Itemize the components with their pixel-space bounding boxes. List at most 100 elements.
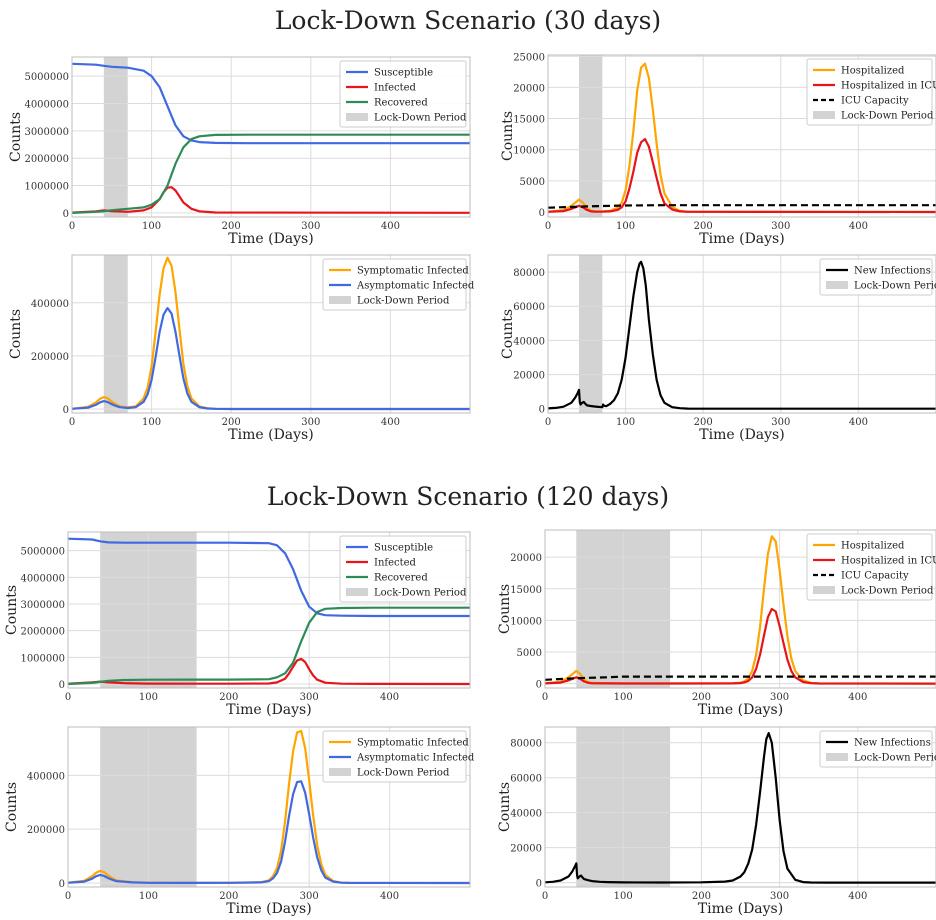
x-tick-label: 0: [65, 891, 71, 902]
legend-label: Hospitalized: [841, 66, 905, 77]
series-line-hospitalized: [547, 62, 936, 214]
legend-label: Lock-Down Period: [854, 753, 936, 764]
legend-label: Symptomatic Infected: [357, 738, 469, 749]
y-tick-label: 10000: [513, 146, 545, 157]
legend-swatch: [813, 586, 835, 594]
lockdown-band: [579, 55, 603, 217]
x-axis-label: Time (Days): [228, 427, 313, 443]
x-tick-label: 400: [848, 891, 867, 902]
x-tick-label: 100: [139, 692, 158, 703]
legend-label: Lock-Down Period: [374, 113, 467, 124]
y-axis-label: Counts: [4, 782, 20, 832]
y-tick-label: 0: [539, 208, 545, 219]
legend: Symptomatic Infected Asymptomatic Infecte…: [322, 730, 475, 783]
y-tick-label: 0: [536, 879, 542, 890]
y-tick-label: 400000: [27, 771, 65, 782]
lockdown-band: [103, 57, 128, 217]
chart-panel: 0 100 200 300 400 0 200000 400000 Time (Days) Cou…: [4, 726, 475, 917]
x-tick-label: 400: [381, 417, 400, 428]
y-tick-label: 40000: [513, 336, 545, 347]
legend-label: Recovered: [374, 98, 428, 109]
y-tick-label: 40000: [510, 809, 542, 820]
x-tick-label: 200: [692, 891, 711, 902]
legend: Hospitalized Hospitalized in ICU ICU Capac…: [806, 533, 936, 601]
legend-label: Recovered: [374, 573, 428, 584]
y-tick-label: 2000000: [20, 627, 65, 638]
legend-label: Lock-Down Period: [841, 586, 934, 597]
legend-label: Lock-Down Period: [374, 588, 467, 599]
legend-label: New Infections: [854, 266, 931, 277]
y-tick-label: 1000000: [24, 182, 69, 193]
y-tick-label: 20000: [513, 371, 545, 382]
x-tick-label: 0: [69, 221, 75, 232]
y-tick-label: 15000: [513, 115, 545, 126]
legend-label: ICU Capacity: [841, 571, 909, 582]
y-tick-label: 5000000: [24, 72, 69, 83]
x-tick-label: 100: [616, 221, 635, 232]
legend: Susceptible Infected Recovered Lock-Down Pe…: [339, 60, 467, 128]
chart-panel: 0 100 200 300 400 0 20000 40000 60000 80000 Time (…: [500, 254, 936, 443]
x-axis-label: Time (Days): [698, 901, 783, 917]
x-axis-label: Time (Days): [226, 702, 311, 718]
x-axis-label: Time (Days): [698, 702, 783, 718]
x-tick-label: 200: [694, 417, 713, 428]
chart-panel: 0 100 200 300 400 0 1000000 2000000 3000000 40000…: [8, 56, 471, 247]
x-tick-label: 400: [380, 891, 399, 902]
x-tick-label: 300: [770, 692, 789, 703]
legend-label: Infected: [374, 558, 417, 569]
y-tick-label: 15000: [510, 585, 542, 596]
lockdown-band: [103, 255, 128, 413]
series-line-symptomatic-infected: [71, 256, 470, 411]
x-tick-label: 200: [219, 891, 238, 902]
legend: New Infections Lock-Down Period: [819, 730, 936, 768]
y-tick-label: 0: [539, 405, 545, 416]
legend: Susceptible Infected Recovered Lock-Down Pe…: [339, 535, 467, 603]
x-tick-label: 0: [542, 891, 548, 902]
y-axis-label: Counts: [497, 584, 513, 634]
series-line-recovered: [71, 133, 470, 214]
y-axis-label: Counts: [500, 309, 516, 359]
x-tick-label: 300: [771, 221, 790, 232]
y-tick-label: 5000: [517, 648, 542, 659]
y-tick-label: 20000: [510, 844, 542, 855]
x-tick-label: 400: [849, 221, 868, 232]
series-line-hospitalized: [544, 535, 936, 685]
y-tick-label: 80000: [510, 739, 542, 750]
x-tick-label: 100: [142, 417, 161, 428]
y-tick-label: 20000: [513, 83, 545, 94]
y-tick-label: 0: [536, 680, 542, 691]
x-tick-label: 0: [545, 417, 551, 428]
y-tick-label: 2000000: [24, 154, 69, 165]
legend-swatch: [826, 753, 848, 761]
x-tick-label: 300: [771, 417, 790, 428]
y-tick-label: 3000000: [24, 127, 69, 138]
x-axis-label: Time (Days): [699, 231, 784, 247]
legend-label: Asymptomatic Infected: [356, 753, 475, 764]
legend-label: Susceptible: [374, 68, 433, 79]
y-axis-label: Counts: [497, 782, 513, 832]
series-line-new-infections: [547, 260, 936, 410]
series-line-icu-capacity: [547, 204, 936, 209]
legend-label: Asymptomatic Infected: [356, 281, 475, 292]
y-tick-label: 25000: [513, 52, 545, 63]
legend-label: Symptomatic Infected: [357, 266, 469, 277]
y-tick-label: 80000: [513, 268, 545, 279]
x-tick-label: 0: [545, 221, 551, 232]
series-line-hospitalized-in-icu: [544, 607, 936, 685]
x-tick-label: 300: [300, 891, 319, 902]
y-tick-label: 5000: [520, 177, 545, 188]
x-tick-label: 300: [770, 891, 789, 902]
legend-swatch: [826, 281, 848, 289]
x-tick-label: 0: [542, 692, 548, 703]
chart-panel: 0 100 200 300 400 0 1000000 2000000 3000000 40000…: [4, 531, 471, 718]
y-axis-label: Counts: [500, 111, 516, 161]
legend-swatch: [346, 113, 368, 121]
scenario-title: Lock-Down Scenario (120 days): [266, 482, 670, 511]
x-tick-label: 400: [381, 221, 400, 232]
x-tick-label: 300: [301, 417, 320, 428]
legend-label: New Infections: [854, 738, 931, 749]
series-line-icu-capacity: [544, 675, 936, 681]
legend-label: ICU Capacity: [841, 96, 909, 107]
y-tick-label: 200000: [27, 825, 65, 836]
chart-panel: 0 100 200 300 400 0 200000 400000 Time (Days) Cou…: [8, 254, 475, 443]
